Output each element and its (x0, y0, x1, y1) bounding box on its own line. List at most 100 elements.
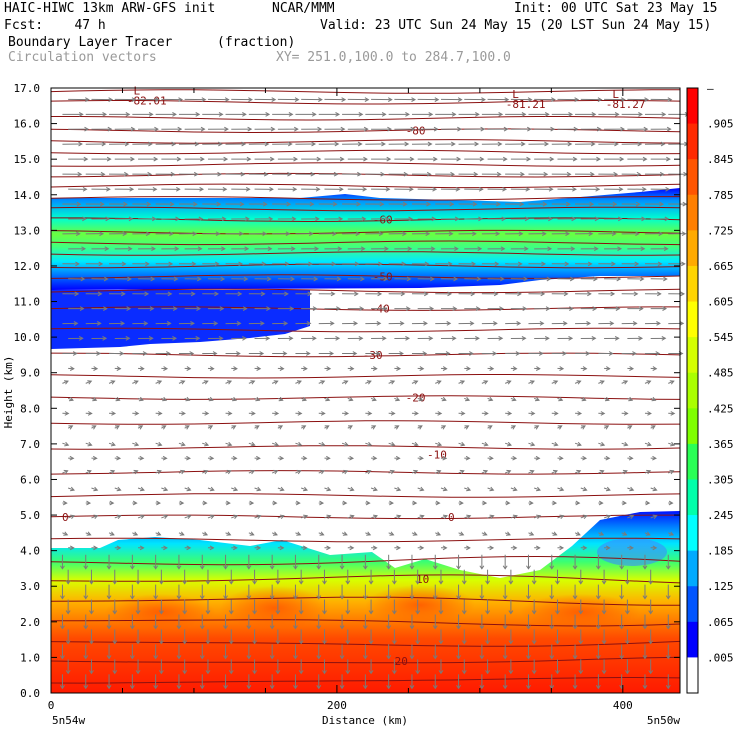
vector-arrow-head (400, 291, 406, 297)
vector-arrow-head (215, 231, 221, 237)
vector-arrow-head (576, 441, 582, 447)
vector-arrow-head (646, 441, 652, 447)
vector-arrow-head (436, 380, 442, 385)
y-tick-label: 8.0 (20, 402, 40, 415)
vector-arrow-head (534, 396, 540, 402)
vector-arrow-head (378, 231, 384, 237)
vector-arrow-head (316, 156, 322, 162)
vector-arrow-head (218, 112, 224, 117)
vector-arrow-head (425, 231, 431, 237)
vector-arrow-head (507, 441, 512, 447)
vector-arrow-head (531, 610, 537, 615)
vector-arrow-head (168, 261, 174, 267)
vector-arrow-head (316, 655, 322, 660)
vector-arrow-head (226, 531, 232, 536)
vector-arrow-head (250, 411, 256, 416)
vector-arrow-head (180, 380, 186, 385)
vector-arrow-head (293, 625, 298, 630)
vector-arrow-head (366, 531, 372, 536)
vector-arrow-head (609, 321, 615, 326)
vector-arrow-head (647, 411, 652, 416)
vector-arrow-head (442, 514, 448, 520)
vector-arrow-head (679, 321, 685, 326)
vector-arrow-head (413, 441, 419, 447)
vector-arrow-head (209, 514, 215, 520)
warm-blob (365, 585, 475, 625)
vector-arrow-head (483, 441, 489, 447)
vector-arrow-head (157, 441, 163, 447)
vector-arrow-head (481, 97, 486, 102)
vector-arrow-head (226, 469, 232, 475)
vector-arrow-head (436, 531, 442, 536)
vector-arrow-head (158, 610, 164, 615)
vector-arrow-head (552, 531, 558, 536)
vector-arrow-head (624, 610, 630, 615)
vector-arrow-head (255, 455, 261, 461)
vector-arrow-head (246, 625, 252, 630)
vector-arrow-head (459, 469, 465, 475)
vector-arrow-head (435, 500, 441, 506)
vector-arrow-head (106, 655, 112, 660)
vector-arrow-head (275, 580, 281, 585)
vector-arrow-head (590, 141, 596, 147)
vector-arrow-head (205, 670, 211, 675)
vector-arrow-head (605, 486, 611, 492)
vector-arrow-head (423, 291, 429, 297)
vector-arrow-head (108, 97, 114, 102)
vector-arrow-head (666, 126, 672, 132)
vector-arrow-head (520, 141, 526, 147)
vector-arrow-head (545, 306, 551, 311)
vector-arrow-head (665, 655, 671, 660)
vector-arrow-head (664, 216, 670, 222)
vector-arrow-head (182, 640, 188, 645)
vector-arrow-head (186, 366, 192, 371)
vector-arrow-head (83, 685, 89, 690)
vector-arrow-head (125, 336, 131, 341)
contour-label: -80 (406, 125, 426, 138)
vector-arrow-head (379, 201, 385, 207)
vector-arrow-head (298, 580, 304, 585)
vector-arrow-head (169, 231, 174, 237)
vector-arrow-head (544, 336, 550, 341)
vector-arrow-head (408, 186, 414, 192)
contour-line (50, 514, 680, 520)
vector-arrow-head (196, 306, 202, 311)
vector-arrow-head (302, 545, 308, 551)
vector-arrow-head (362, 655, 368, 660)
vector-arrow-head (244, 246, 250, 252)
vector-arrow-head (256, 514, 262, 520)
vector-arrow-head (273, 469, 279, 475)
colorbar-swatch (687, 159, 698, 196)
vector-arrow-head (284, 291, 289, 297)
vector-arrow-head (381, 336, 387, 341)
vector-arrow-head (459, 531, 465, 536)
vector-arrow-head (638, 112, 643, 117)
vector-arrow-head (611, 261, 616, 267)
vector-arrow-head (279, 486, 285, 492)
vector-arrow-head (322, 670, 327, 675)
colorbar-swatch (687, 301, 698, 338)
vector-arrow-head (543, 171, 549, 177)
vector-arrow-head (153, 156, 159, 162)
vector-arrow-head (412, 531, 418, 536)
vector-arrow-head (343, 441, 349, 447)
vector-arrow-head (263, 201, 268, 207)
vector-arrow-head (220, 276, 226, 282)
vector-arrow-head (489, 545, 495, 551)
vector-arrow-head (622, 469, 628, 475)
vector-arrow-head (310, 171, 316, 177)
vector-arrow-head (179, 500, 185, 506)
warm-blob (220, 586, 330, 630)
vector-arrow-head (335, 112, 341, 117)
vector-arrow-head (432, 655, 438, 660)
vector-arrow-head (382, 306, 388, 311)
vector-arrow-head (60, 625, 65, 630)
vector-arrow-head (250, 380, 256, 385)
vector-arrow-head (124, 171, 129, 177)
vector-arrow-head (316, 685, 322, 690)
vector-arrow-head (360, 276, 365, 282)
vector-arrow-head (163, 545, 168, 551)
vector-arrow-head (633, 291, 639, 297)
vector-arrow-head (248, 97, 253, 102)
vector-arrow-head (479, 565, 485, 570)
